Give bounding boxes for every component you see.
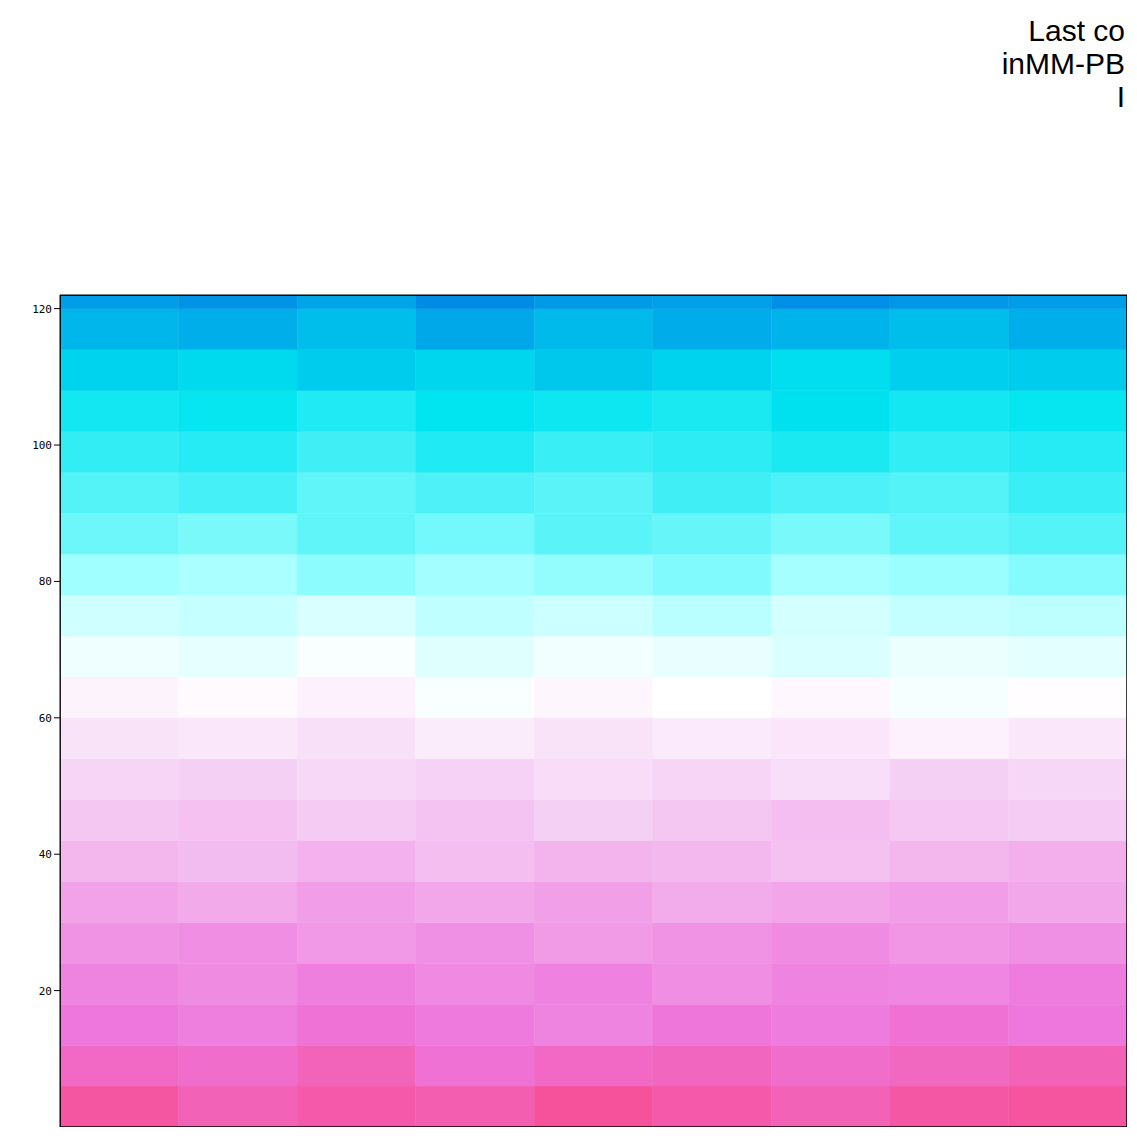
svg-text:20: 20 (39, 985, 52, 998)
html-text:Last co: Last co (1028, 14, 1125, 47)
svg-text:40: 40 (39, 848, 52, 861)
svg-text:60: 60 (39, 712, 52, 725)
html-text:inMM-PB: inMM-PB (1001, 47, 1125, 80)
svg-text:120: 120 (32, 303, 52, 316)
svg-text:100: 100 (32, 439, 52, 452)
html-text:I: I (1116, 80, 1125, 113)
svg-text:80: 80 (39, 575, 52, 588)
